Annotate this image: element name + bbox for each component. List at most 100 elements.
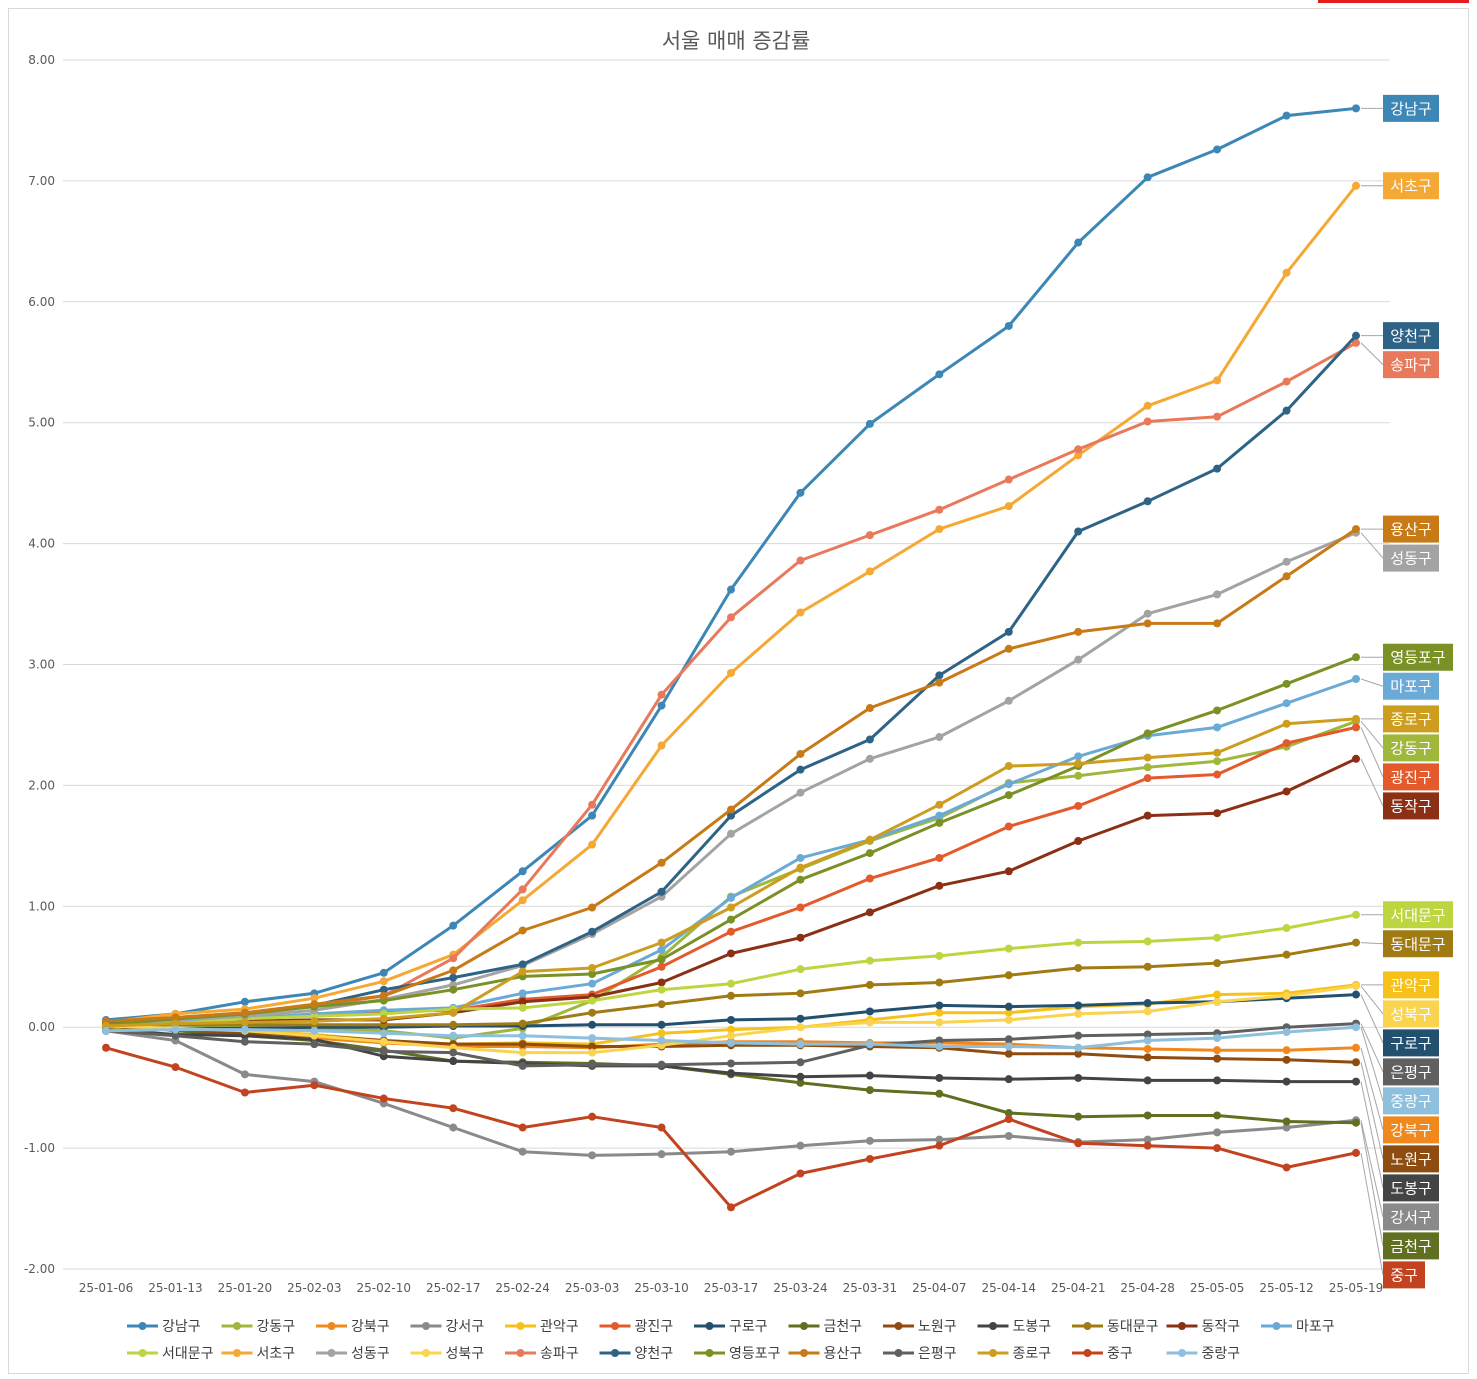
x-tick-label: 25-04-28: [1120, 1281, 1174, 1295]
y-tick-label: 3.00: [28, 658, 55, 672]
data-point: [727, 1059, 735, 1068]
end-label-box: [1383, 971, 1439, 999]
data-point: [1282, 991, 1291, 1000]
data-point: [588, 979, 597, 988]
data-point: [796, 488, 805, 497]
legend-label: 동작구: [1202, 1319, 1241, 1335]
x-tick-label: 25-03-03: [565, 1281, 619, 1295]
data-point: [796, 933, 805, 942]
data-point: [1213, 619, 1222, 628]
data-point: [1213, 1054, 1222, 1063]
data-point: [240, 1037, 249, 1046]
end-label: 금천구: [1383, 1232, 1439, 1260]
data-point: [1213, 1076, 1222, 1085]
end-label-box: [1383, 1000, 1439, 1028]
data-point: [727, 1038, 735, 1047]
data-point: [865, 849, 874, 858]
data-point: [171, 1019, 180, 1028]
x-tick-label: 25-02-17: [426, 1281, 480, 1295]
data-point: [518, 1048, 527, 1057]
gridlines: [63, 59, 1390, 1270]
legend-marker: [138, 1322, 147, 1330]
data-point: [518, 867, 527, 876]
data-point: [588, 1151, 597, 1160]
data-point: [379, 1094, 388, 1103]
data-point: [449, 921, 458, 930]
data-point: [1074, 938, 1083, 947]
legend-marker: [1178, 1349, 1186, 1357]
end-label: 강동구: [1383, 734, 1439, 762]
leader-line: [1360, 1023, 1384, 1073]
data-point: [1004, 321, 1013, 330]
data-point: [1352, 1023, 1360, 1032]
legend-marker: [611, 1349, 619, 1357]
data-point: [1282, 1163, 1291, 1172]
chart-title: 서울 매매 증감률: [662, 29, 811, 53]
data-point: [935, 678, 944, 687]
data-point: [518, 896, 527, 905]
data-point: [657, 962, 666, 971]
end-label: 마포구: [1383, 672, 1439, 700]
data-point: [1352, 1058, 1360, 1067]
data-point: [171, 1013, 180, 1022]
data-point: [1074, 238, 1083, 247]
data-point: [1282, 1055, 1291, 1064]
data-point: [518, 1003, 527, 1012]
data-point: [657, 858, 666, 867]
data-point: [727, 805, 735, 814]
data-point: [1074, 963, 1083, 972]
x-tick-label: 25-04-07: [912, 1281, 966, 1295]
data-point: [727, 1203, 735, 1212]
end-label-box: [1383, 1029, 1439, 1057]
data-point: [518, 1061, 527, 1070]
data-point: [1282, 699, 1291, 708]
data-point: [1213, 1144, 1222, 1153]
legend-label: 중구: [1107, 1346, 1133, 1362]
end-label-box: [1383, 322, 1439, 350]
end-label: 은평구: [1383, 1058, 1439, 1086]
legend-label: 송파구: [540, 1346, 579, 1362]
legend-item: 종로구: [977, 1346, 1051, 1362]
legend-item: 용산구: [788, 1346, 862, 1362]
y-tick-label: 7.00: [28, 174, 55, 188]
leader-line: [1360, 985, 1384, 1015]
end-label-box: [1383, 763, 1439, 791]
data-point: [865, 704, 874, 713]
data-point: [865, 567, 874, 576]
data-point: [379, 985, 388, 994]
data-point: [240, 1025, 249, 1034]
data-point: [1074, 445, 1083, 454]
end-label-box: [1383, 705, 1439, 733]
data-point: [1004, 1109, 1013, 1118]
data-point: [727, 915, 735, 924]
data-point: [727, 811, 735, 820]
data-point: [796, 1072, 805, 1081]
end-label-box: [1383, 515, 1439, 543]
data-point: [935, 525, 944, 534]
leader-line: [1360, 721, 1384, 749]
data-point: [657, 1020, 666, 1029]
data-point: [657, 1029, 666, 1038]
data-point: [588, 1048, 597, 1057]
end-label-text: 강서구: [1390, 1208, 1431, 1226]
data-point: [727, 1069, 735, 1078]
legend-item: 강서구: [410, 1319, 484, 1335]
data-point: [1004, 822, 1013, 831]
y-tick-label: -2.00: [24, 1262, 55, 1276]
data-point: [1074, 451, 1083, 460]
end-label: 성북구: [1383, 1000, 1439, 1028]
legend-item: 중랑구: [1166, 1346, 1240, 1362]
data-point: [1004, 780, 1013, 789]
x-tick-label: 25-01-13: [148, 1281, 202, 1295]
data-point: [102, 1043, 110, 1052]
data-point: [865, 980, 874, 989]
data-point: [1074, 1112, 1083, 1121]
data-point: [379, 1014, 388, 1023]
data-point: [588, 996, 597, 1005]
data-point: [1352, 525, 1360, 534]
data-point: [865, 1086, 874, 1095]
end-label: 송파구: [1383, 351, 1439, 379]
data-point: [796, 853, 805, 862]
end-label: 구로구: [1383, 1029, 1439, 1057]
